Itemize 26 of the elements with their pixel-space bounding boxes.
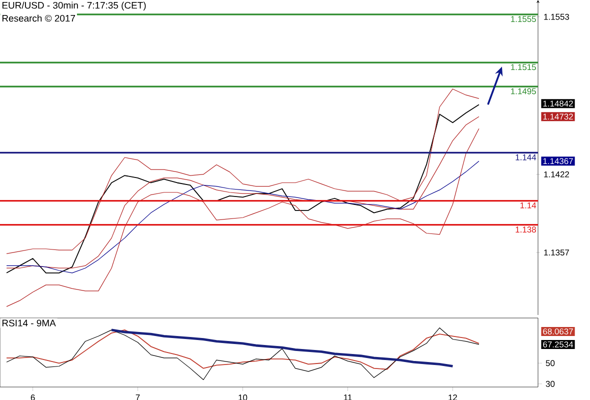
text: 67.2534 xyxy=(543,341,574,348)
ref-line-label: 1.138 xyxy=(516,226,536,233)
x-tick-label: 12 xyxy=(448,394,457,400)
text: Research © 2017 xyxy=(2,14,76,22)
line-series xyxy=(6,128,480,307)
ref-line-label: 1.1495 xyxy=(511,88,536,94)
text: 1.14842 xyxy=(543,100,573,107)
line-series xyxy=(6,329,480,370)
y-tick-label: 30 xyxy=(546,380,555,387)
line-series xyxy=(6,328,480,380)
ref-line-label: 1.14 xyxy=(520,202,536,208)
ref-line-label: 1.144 xyxy=(516,154,536,160)
y-tick-label: 1.1422 xyxy=(544,171,569,178)
line-series xyxy=(110,328,454,368)
y-tick-label: 50 xyxy=(546,360,555,366)
ref-line-label: 1.1515 xyxy=(511,64,536,70)
ref-line-label: 1.1555 xyxy=(511,16,536,22)
y-tick-label: 1.1553 xyxy=(544,14,570,20)
text: 1.14732 xyxy=(543,114,573,120)
text: 1.14367 xyxy=(543,158,573,164)
x-tick-label: 7 xyxy=(136,394,140,400)
text: 68.0637 xyxy=(543,328,573,334)
chart-title: EUR/USD - 30min - 7:17:35 (CET) xyxy=(2,2,146,11)
y-tick-label: 1.1357 xyxy=(544,249,569,256)
x-tick-label: 11 xyxy=(344,394,352,400)
chart-title: RSI14 - 9MA xyxy=(2,320,56,326)
